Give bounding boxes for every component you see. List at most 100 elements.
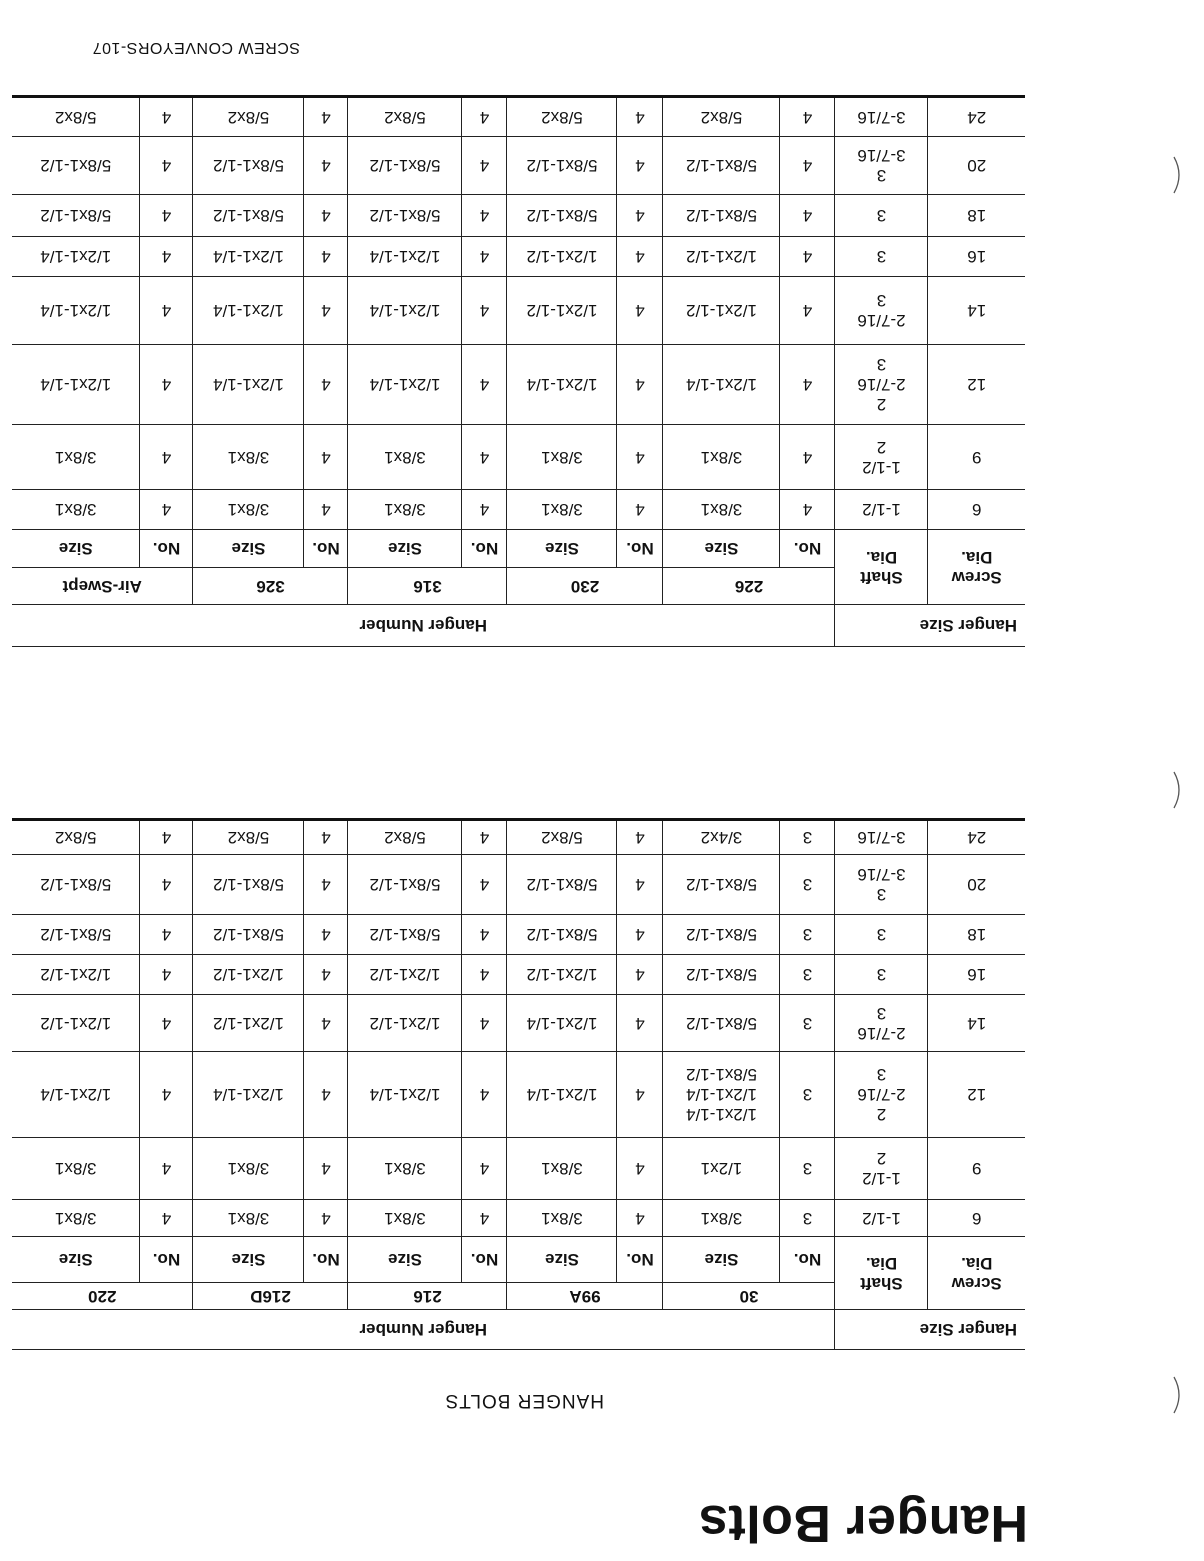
shaft-dia-value: 2	[876, 438, 887, 457]
shaft-dia-value: 2-7/16	[857, 1085, 906, 1105]
punch-hole-mark	[1173, 1376, 1180, 1414]
bolt-size-cell: 5/8x1-1/2	[12, 854, 140, 915]
shaft-dia-cell: 3 3-7/16	[835, 136, 928, 195]
bolt-count-cell: 4	[140, 194, 193, 237]
hanger-number-air-swept: Air-Swept	[12, 567, 193, 605]
bolt-size-value: 5/8x2	[54, 108, 97, 127]
bolt-size-value: 1/2x1-1/2	[369, 965, 441, 985]
screw-dia-cell: 18	[928, 194, 1025, 237]
bolt-count-cell: 4	[780, 194, 835, 237]
bolt-size-cell: 1/2x1-1/2	[193, 954, 304, 995]
bolt-size-cell: 1/2x1-1/4	[507, 344, 617, 425]
size-header: Size	[12, 529, 140, 568]
bolt-size-value: 5/8x2	[384, 108, 426, 127]
bolt-size-value: 3/8x1	[700, 1209, 743, 1228]
bolt-size-cell: 5/8x1-1/2	[12, 914, 140, 955]
shaft-dia-cell: 2 2-7/16 3	[835, 344, 928, 425]
bolt-count-cell: 4	[140, 1137, 193, 1200]
size-header: Size	[663, 529, 780, 568]
hanger-number-326: 326	[193, 567, 348, 605]
bolt-size-cell: 5/8x1-1/2	[507, 914, 617, 955]
shaft-dia-value: 3	[876, 291, 887, 311]
bolt-size-cell: 1/2x1-1/2	[663, 276, 780, 345]
section-heading: HANGER BOLTS	[444, 1390, 604, 1411]
shaft-dia-value: 2	[876, 395, 887, 415]
table-row: 14 2-7/16 3 4 1/2x1-1/2 4 1/2x1-1/2 4 1/2x1-1/4 4…	[12, 276, 1025, 345]
bolt-size-value: 3/8x1	[54, 500, 97, 520]
shaft-dia-value: 3	[876, 206, 887, 226]
bolt-size-value: 3/8x1	[227, 500, 270, 520]
header-row: Hanger Size Hanger Number	[12, 1309, 1025, 1350]
bolt-count-cell: 4	[617, 194, 663, 237]
shaft-dia-cell: 3	[835, 914, 928, 955]
shaft-dia-cell: 3-7/16	[835, 96, 928, 137]
header-line: Dia.	[961, 548, 993, 567]
header-line: Dia.	[865, 1254, 898, 1273]
no-header: No.	[304, 529, 348, 568]
bolt-count-cell: 4	[617, 1137, 663, 1200]
bolt-size-value: 3/8x1	[384, 1209, 426, 1228]
bolt-size-value: 1/2x1-1/4	[369, 301, 441, 321]
bolt-size-cell: 5/8x1-1/2	[663, 854, 780, 915]
bolt-size-cell: 1/2x1-1/4	[663, 344, 780, 425]
shaft-dia-cell: 3	[835, 194, 928, 237]
bolt-size-value: 5/8x1-1/2	[369, 875, 441, 895]
bolt-size-cell: 1/2x1-1/4	[507, 1051, 617, 1138]
bolt-size-cell: 5/8x1-1/2	[507, 194, 617, 237]
table-row: 9 1-1/2 2 3 1/2x1 4 3/8x1 4 3/8x1 4 3/8x1 4 3/8x1	[12, 1137, 1025, 1200]
shaft-dia-value: 2	[876, 1105, 887, 1125]
no-header: No.	[617, 529, 663, 568]
bolt-count-cell: 4	[140, 96, 193, 137]
hanger-number-header: Hanger Number	[12, 1309, 835, 1350]
bolt-size-value: 5/8x1-1/2	[369, 206, 441, 226]
bolt-size-value: 1/2x1-1/4	[213, 375, 284, 395]
shaft-dia-value: 2-7/16	[857, 375, 906, 395]
bolt-size-value: 5/8x1-1/2	[369, 925, 441, 945]
bolt-size-cell: 5/8x2	[663, 96, 780, 137]
table-row: 24 3-7/16 4 5/8x2 4 5/8x2 4 5/8x2 4 5/8x2 4 5/8x2	[12, 96, 1025, 137]
bolt-size-value: 5/8x1-1/2	[40, 925, 112, 945]
bolt-count-cell: 3	[780, 914, 835, 955]
bolt-count-cell: 4	[617, 819, 663, 855]
bolt-size-value: 1/2x1-1/4	[213, 301, 284, 321]
bolt-size-cell: 5/8x1-1/2	[348, 914, 462, 955]
screw-dia-cell: 20	[928, 136, 1025, 195]
bolt-count-cell: 4	[462, 236, 507, 277]
bolt-size-cell: 5/8x1-1/2	[348, 136, 462, 195]
bolt-size-value: 5/8x1-1/2	[686, 965, 757, 985]
bolt-size-value: 5/8x1-1/2	[686, 925, 757, 945]
bolt-count-cell: 4	[617, 489, 663, 530]
bolt-count-cell: 4	[304, 489, 348, 530]
bolt-size-value: 3/8x1	[541, 500, 583, 520]
screw-dia-cell: 20	[928, 854, 1025, 915]
shaft-dia-cell: 1-1/2	[835, 1199, 928, 1237]
hanger-bolts-table-2: Hanger Size Hanger Number Screw Dia. Shaft Di…	[12, 95, 1025, 647]
table-row: 12 2 2-7/16 3 3 1/2x1-1/4 1/2x1-1/4 5/8x1-1/2 4 1…	[12, 1051, 1025, 1138]
header-row: Screw Dia. Shaft Dia. 226 230 316 326 Air-Swept	[12, 529, 1025, 605]
bolt-size-value: 3/8x1	[384, 448, 426, 467]
bolt-size-cell: 1/2x1-1/2	[663, 236, 780, 277]
bolt-size-value: 5/8x1-1/2	[213, 206, 284, 226]
bolt-size-value: 1/2x1-1/2	[213, 1014, 284, 1033]
bolt-size-value: 3/8x1	[541, 1159, 583, 1179]
bolt-size-value: 5/8x2	[227, 108, 270, 127]
bolt-size-cell: 1/2x1-1/4	[348, 236, 462, 277]
shaft-dia-value: 3	[876, 355, 887, 375]
table-row: 20 3 3-7/16 3 5/8x1-1/2 4 5/8x1-1/2 4 5/8x1-1/2 4…	[12, 854, 1025, 915]
bolt-count-cell: 4	[140, 1199, 193, 1237]
bolt-size-cell: 1/2x1-1/4	[12, 236, 140, 277]
bolt-count-cell: 3	[780, 954, 835, 995]
bolt-count-cell: 3	[780, 1137, 835, 1200]
bolt-size-cell: 1/2x1-1/4	[507, 994, 617, 1052]
bolt-size-value: 5/8x1-1/2	[213, 925, 284, 945]
bolt-size-value: 1/2x1-1/4	[686, 375, 757, 395]
bolt-size-value: 1/2x1-1/4	[40, 375, 112, 395]
bolt-size-value: 5/8x1-1/2	[213, 875, 284, 895]
shaft-dia-cell: 1-1/2	[835, 489, 928, 530]
bolt-size-cell: 3/8x1	[348, 489, 462, 530]
bolt-size-cell: 1/2x1-1/4	[348, 344, 462, 425]
bolt-size-value: 5/8x2	[541, 828, 583, 848]
bolt-count-cell: 4	[304, 276, 348, 345]
bolt-size-cell: 3/8x1	[348, 424, 462, 490]
screw-dia-cell: 14	[928, 994, 1025, 1052]
